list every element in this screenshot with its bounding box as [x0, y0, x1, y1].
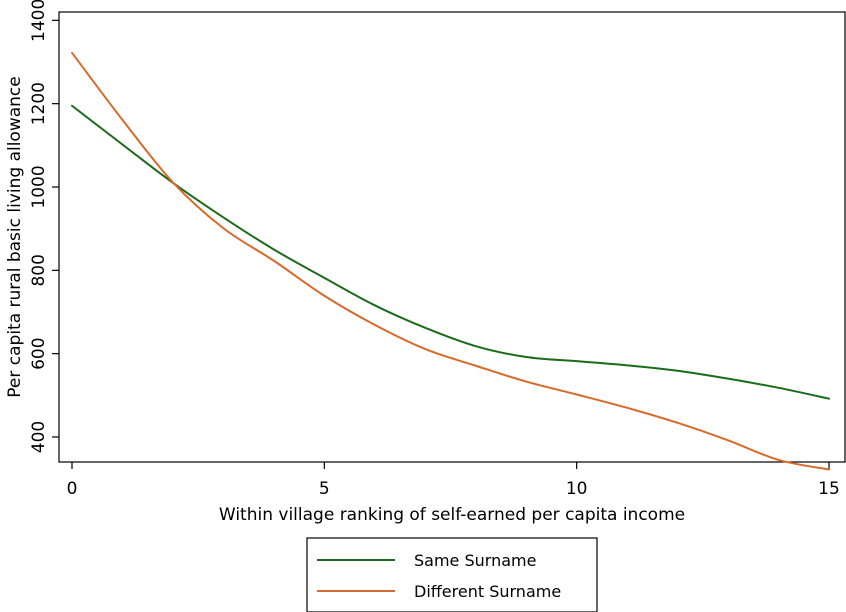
y-axis: 400 600 800 1000 1200 1400 — [29, 0, 59, 453]
x-axis-title: Within village ranking of self-earned pe… — [219, 505, 685, 525]
x-tick-label-5: 5 — [319, 479, 330, 499]
plot-area — [58, 11, 846, 463]
y-axis-title: Per capita rural basic living allowance — [5, 76, 25, 397]
y-tick-label-600: 600 — [29, 337, 49, 369]
y-tick-label-800: 800 — [29, 254, 49, 286]
y-tick-label-400: 400 — [29, 421, 49, 453]
legend-label-different-surname: Different Surname — [414, 582, 561, 601]
legend-label-same-surname: Same Surname — [414, 551, 536, 570]
x-tick-label-10: 10 — [566, 479, 588, 499]
series-lines — [71, 51, 830, 471]
x-axis: 0 5 10 15 — [67, 462, 840, 499]
y-tick-label-1000: 1000 — [29, 165, 49, 208]
legend: Same Surname Different Surname — [306, 537, 598, 612]
legend-box — [306, 537, 598, 612]
series-line-same-surname — [71, 104, 830, 400]
y-tick-label-1400: 1400 — [29, 0, 49, 42]
series-line-different-surname — [71, 51, 830, 471]
x-tick-label-15: 15 — [818, 479, 840, 499]
y-tick-label-1200: 1200 — [29, 82, 49, 125]
x-tick-label-0: 0 — [67, 479, 78, 499]
